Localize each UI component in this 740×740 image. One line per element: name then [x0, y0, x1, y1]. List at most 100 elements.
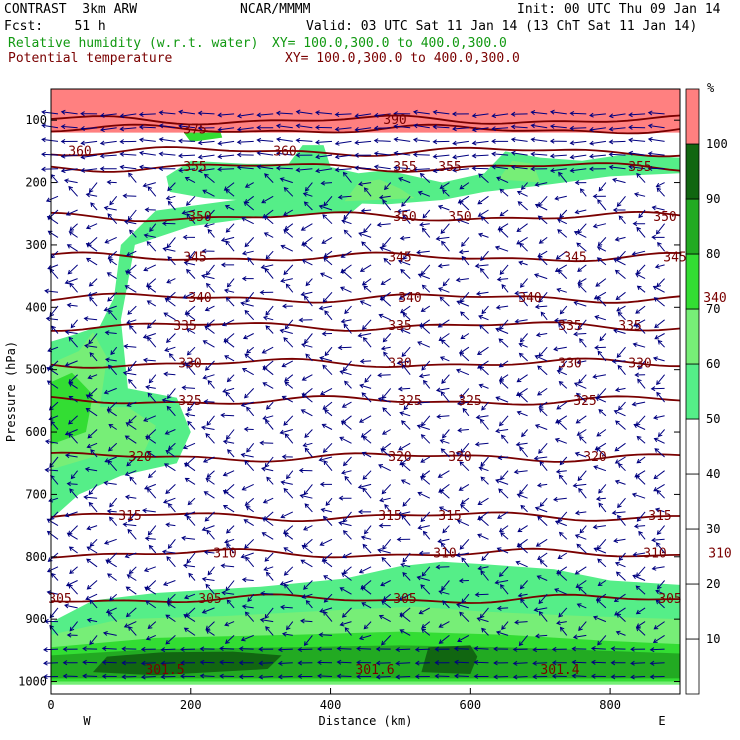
- wind-vector: [378, 464, 391, 472]
- wind-vector: [457, 427, 469, 433]
- wind-vector: [342, 171, 352, 183]
- wind-vector: [519, 580, 528, 590]
- wind-vector: [283, 583, 294, 595]
- wind-vector: [264, 552, 274, 562]
- wind-vector: [262, 382, 274, 389]
- wind-vector: [363, 187, 372, 197]
- wind-vector: [538, 442, 548, 454]
- wind-vector: [537, 365, 548, 376]
- wind-vector: [651, 537, 665, 543]
- wind-vector: [261, 532, 274, 540]
- wind-vector: [656, 187, 665, 197]
- wind-vector: [241, 217, 254, 225]
- wind-vector: [165, 635, 176, 645]
- wind-vector: [555, 250, 568, 260]
- wind-vector: [458, 200, 470, 211]
- wind-vector: [41, 109, 59, 115]
- wind-vector: [436, 414, 450, 420]
- wind-vector: [654, 264, 665, 269]
- wind-vector: [382, 333, 392, 343]
- wind-vector: [354, 113, 372, 119]
- wind-vector: [186, 515, 196, 526]
- wind-vector: [128, 626, 137, 636]
- wind-vector: [459, 182, 470, 190]
- wind-vector: [283, 547, 294, 554]
- wind-vector: [471, 165, 489, 171]
- wind-vector: [557, 229, 568, 238]
- wind-vector: [557, 269, 568, 279]
- wind-vector: [362, 336, 372, 348]
- wind-vector: [460, 504, 470, 513]
- wind-vector: [435, 236, 450, 242]
- wind-vector: [202, 340, 215, 348]
- wind-vector: [597, 635, 607, 646]
- wind-vector: [224, 635, 235, 644]
- wind-vector: [128, 324, 137, 334]
- wind-vector: [277, 647, 293, 653]
- wind-vector: [414, 647, 430, 653]
- wind-vector: [499, 188, 509, 197]
- wind-vector: [554, 520, 567, 527]
- wind-vector: [104, 357, 117, 363]
- wind-vector: [341, 401, 352, 408]
- wind-vector: [280, 278, 293, 283]
- wind-vector: [598, 182, 607, 192]
- wind-vector: [203, 223, 215, 228]
- wind-vector: [101, 646, 117, 652]
- wind-vector: [557, 552, 568, 560]
- wind-vector: [45, 195, 59, 203]
- wind-vector: [491, 113, 509, 119]
- wind-vector: [656, 580, 665, 590]
- theta-label-330: 330: [178, 356, 201, 371]
- wind-vector: [435, 564, 450, 570]
- wind-vector: [222, 504, 235, 513]
- wind-vector: [381, 484, 392, 495]
- wind-vector: [633, 423, 646, 430]
- wind-vector: [178, 167, 196, 173]
- theta-label-305: 305: [393, 592, 416, 607]
- wind-vector: [569, 168, 587, 173]
- wind-vector: [538, 291, 548, 303]
- wind-vector: [142, 357, 156, 363]
- contour-label-layer: 305 305 305 305 310 310 310 310 315 315 315 315 320 3…: [48, 113, 731, 678]
- wind-vector: [122, 193, 137, 199]
- wind-vector: [578, 374, 587, 384]
- wind-vector: [383, 351, 392, 362]
- theta-label-355: 355: [628, 160, 651, 175]
- wind-vector: [103, 480, 117, 486]
- wind-vector: [378, 194, 391, 200]
- wind-vector: [628, 164, 646, 170]
- wind-vector: [637, 360, 646, 370]
- colorbar-tick-label: 80: [706, 247, 720, 261]
- wind-vector: [275, 110, 293, 116]
- wind-vector: [571, 673, 587, 679]
- wind-vector: [181, 385, 196, 391]
- wind-vector: [284, 433, 294, 444]
- valid-time: Valid: 03 UTC Sat 11 Jan 14 (13 ChT Sat …: [306, 19, 698, 34]
- wind-vector: [244, 611, 255, 622]
- wind-vector: [537, 215, 548, 225]
- wind-vector: [68, 395, 78, 403]
- wind-vector: [656, 374, 665, 386]
- wind-vector: [295, 137, 313, 143]
- wind-vector: [610, 646, 626, 652]
- wind-vector: [247, 257, 255, 266]
- wind-vector: [321, 331, 333, 337]
- wind-vector: [281, 631, 293, 637]
- wind-vector: [473, 673, 489, 679]
- wind-vector: [284, 319, 294, 330]
- wind-vector: [455, 368, 470, 376]
- wind-vector: [651, 565, 665, 571]
- wind-vector: [360, 535, 372, 541]
- wind-vector: [514, 318, 528, 324]
- wind-vector: [357, 483, 372, 490]
- wind-vector: [223, 339, 235, 348]
- wind-vector: [613, 258, 626, 266]
- theta-label-345: 345: [563, 250, 586, 265]
- wind-vector: [594, 396, 607, 403]
- wind-vector: [280, 244, 294, 252]
- wind-vector: [478, 383, 489, 389]
- wind-vector: [418, 607, 431, 615]
- wind-vector: [244, 538, 255, 549]
- wind-vector: [158, 137, 176, 142]
